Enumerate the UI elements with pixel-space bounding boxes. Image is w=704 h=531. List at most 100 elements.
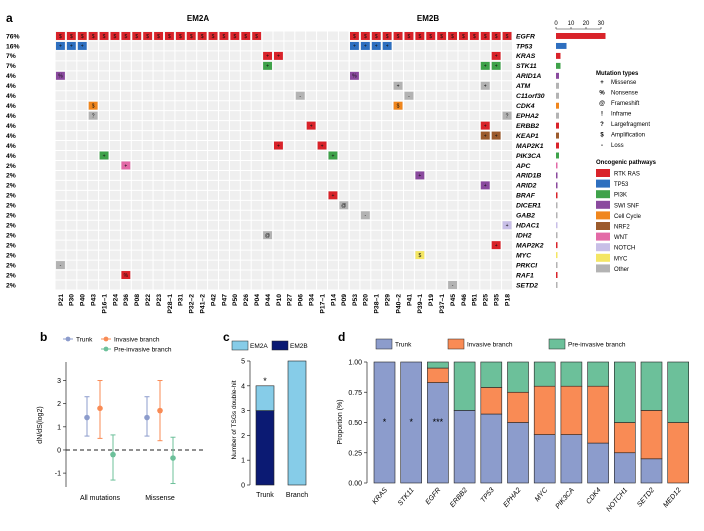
mutation-cell-atm-p40-2 xyxy=(393,81,403,90)
prop-ylabel: Proportion (%) xyxy=(337,399,344,444)
sample-label-p39-1: P39–1 xyxy=(417,294,424,314)
prop-legend-swatch-invasive-branch xyxy=(447,338,465,350)
group-title-em2b: EM2B xyxy=(417,14,439,23)
prop-bar-myc-invasive-branch xyxy=(533,385,556,435)
frequency-label-arid1a: 4% xyxy=(6,73,16,80)
dnds-point-trunk-missense xyxy=(144,414,150,421)
tsg-ytick-label-2: 2 xyxy=(241,433,245,440)
mutation-cell-egfr-p19 xyxy=(426,32,436,40)
gene-label-map2k2: MAP2K2 xyxy=(516,242,544,249)
mutation-cell-egfr-p41-2 xyxy=(197,32,207,40)
count-bar-tp53 xyxy=(556,42,567,49)
mutation-cell-c11orf30-p41 xyxy=(404,91,414,100)
pathway-label-myc: MYC xyxy=(614,256,628,262)
count-bar-braf xyxy=(556,192,558,199)
prop-bar-cdk4-invasive-branch xyxy=(587,385,609,444)
pathway-swatch-swi-snf xyxy=(596,200,610,209)
count-tick-label-0: 0 xyxy=(554,21,558,27)
mutation-symbol: $ xyxy=(179,34,182,40)
mutation-symbol: $ xyxy=(244,34,247,40)
mutation-cell-map2k2-p35 xyxy=(491,241,501,250)
frequency-label-arid2: 2% xyxy=(6,183,16,190)
dnds-point-pre-invasive-branch-all-mutations xyxy=(110,451,116,458)
prop-bar-notch1-invasive-branch xyxy=(613,422,636,454)
pathway-label-tp53: TP53 xyxy=(614,182,629,188)
pathway-label-other: Other xyxy=(614,267,629,273)
sample-label-p18: P18 xyxy=(504,294,511,306)
pathway-swatch-other xyxy=(596,264,610,273)
mutation-type-label-amplification: Amplification xyxy=(611,133,645,139)
mutation-cell-stk11-p44 xyxy=(263,61,272,70)
mutation-type-symbol-missense: + xyxy=(600,80,604,86)
panel-letter-c: c xyxy=(223,330,230,344)
mutation-symbol: $ xyxy=(201,34,204,40)
prop-category-stk11: STK11 xyxy=(397,487,416,508)
mutation-symbol: + xyxy=(331,153,334,159)
sample-label-p41: P41 xyxy=(406,294,413,306)
mutation-cell-egfr-p43 xyxy=(88,32,98,40)
mutation-cell-stk11-p25 xyxy=(480,61,490,70)
sample-label-p09: P09 xyxy=(341,294,348,306)
dnds-ytick-label-1: 1 xyxy=(57,424,61,431)
mutation-symbol: - xyxy=(299,94,301,100)
pathway-swatch-rtk-ras xyxy=(596,169,610,177)
prop-category-myc: MYC xyxy=(534,486,550,503)
mutation-cell-arid1a-p53 xyxy=(350,71,359,80)
mutation-cell-atm-p25 xyxy=(480,81,490,90)
prop-bar-egfr-trunk xyxy=(427,382,449,484)
mutation-type-symbol-nonsense: % xyxy=(599,91,605,97)
sample-label-p34: P34 xyxy=(309,294,316,306)
count-bar-map2k1 xyxy=(556,142,559,149)
mutation-cell-egfr-p08 xyxy=(132,32,142,40)
prop-bar-erbb2-pre-invasive-branch xyxy=(453,361,476,411)
prop-bar-pik3ca-pre-invasive-branch xyxy=(560,361,583,387)
gene-label-atm: ATM xyxy=(515,83,531,90)
prop-ytick-label-4: 1.00 xyxy=(348,360,362,367)
mutation-cell-egfr-p47 xyxy=(219,32,229,40)
mutation-cell-egfr-p18 xyxy=(502,32,512,40)
prop-bar-cdk4-pre-invasive-branch xyxy=(587,361,609,387)
mutation-type-symbol-largefragment: ? xyxy=(600,122,604,128)
mutation-cell-prkci-p21 xyxy=(56,261,65,270)
frequency-label-erbb2: 4% xyxy=(6,123,16,130)
mutation-symbol: + xyxy=(310,123,313,129)
gene-label-kras: KRAS xyxy=(516,53,536,60)
count-bar-arid1b xyxy=(556,172,558,179)
mutation-symbol: - xyxy=(365,213,367,219)
gene-label-stk11: STK11 xyxy=(516,63,537,70)
prop-bar-epha2-invasive-branch xyxy=(507,391,529,423)
mutation-cell-cdk4-p40-2 xyxy=(393,101,403,110)
mutation-symbol: $ xyxy=(397,104,400,110)
mutation-cell-idh2-p44 xyxy=(263,231,272,240)
prop-bar-pik3ca-invasive-branch xyxy=(560,385,583,435)
gene-label-map2k1: MAP2K1 xyxy=(516,143,544,150)
pathways-title: Oncogenic pathways xyxy=(596,160,657,166)
mutation-type-label-largefragment: Largefragment xyxy=(611,122,650,128)
gene-label-dicer1: DICER1 xyxy=(516,203,541,210)
sample-label-p30: P30 xyxy=(69,294,76,306)
count-tick-label-10: 10 xyxy=(568,21,575,27)
prop-bar-notch1-trunk xyxy=(613,452,636,484)
mutation-cell-keap1-p35 xyxy=(491,131,501,140)
prop-bar-notch1-pre-invasive-branch xyxy=(613,361,636,423)
sample-label-p24: P24 xyxy=(112,294,119,306)
mutation-symbol: + xyxy=(321,143,324,149)
gene-label-egfr: EGFR xyxy=(516,33,535,40)
mutation-symbol: + xyxy=(484,183,487,189)
panel-letter-a: a xyxy=(6,11,13,25)
mutation-type-symbol-frameshift: @ xyxy=(599,101,605,107)
count-bar-apc xyxy=(556,162,558,169)
mutation-symbol: - xyxy=(452,283,454,289)
dnds-legend-marker-trunk xyxy=(65,336,71,342)
prop-category-med12: MED12 xyxy=(662,487,682,509)
count-bar-pik3ca xyxy=(556,152,559,159)
mutation-type-label-missense: Missense xyxy=(611,80,637,86)
mutation-symbol: % xyxy=(58,74,63,80)
gene-label-arid1b: ARID1B xyxy=(515,173,541,180)
mutation-type-label-frameshift: Frameshift xyxy=(611,101,640,107)
frequency-label-map2k1: 4% xyxy=(6,143,16,150)
gene-label-myc: MYC xyxy=(516,252,531,259)
mutation-symbol: ? xyxy=(92,113,95,119)
dnds-point-pre-invasive-branch-missense xyxy=(170,455,176,461)
dnds-ytick-label-3: 3 xyxy=(57,378,61,385)
